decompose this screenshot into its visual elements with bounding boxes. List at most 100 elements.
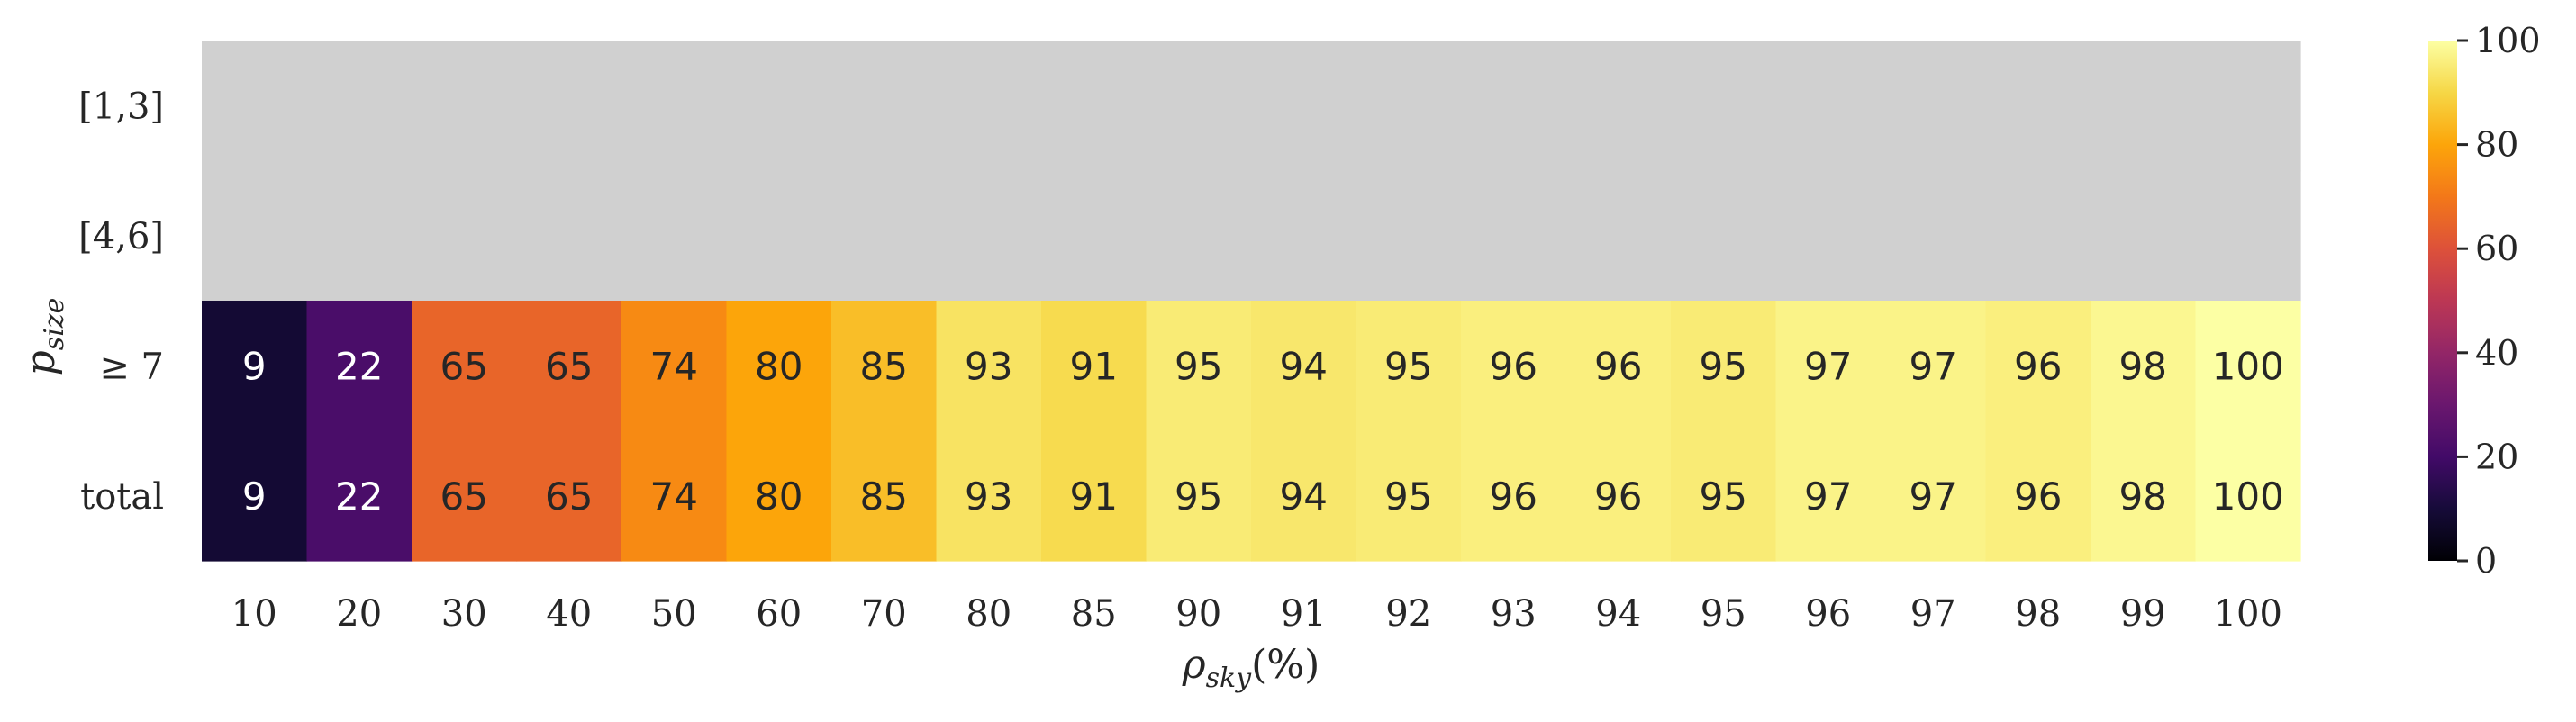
- colorbar-tick-label: 100: [2475, 21, 2541, 60]
- cell-value-label: 74: [650, 344, 698, 388]
- cell-value-label: 80: [755, 474, 803, 519]
- heatmap-cell-missing: [412, 41, 518, 172]
- heatmap-cell: [936, 430, 1042, 562]
- heatmap-cell: [412, 430, 518, 562]
- heatmap-cell-missing: [202, 41, 308, 172]
- y-tick-label: [4,6]: [78, 216, 164, 257]
- cell-value-label: 85: [860, 474, 908, 519]
- heatmap-cell-missing: [1775, 41, 1882, 172]
- heatmap-cell: [1671, 430, 1777, 562]
- heatmap-cell-missing: [1146, 170, 1252, 302]
- heatmap-cell: [1356, 301, 1462, 432]
- heatmap-cell-missing: [1251, 41, 1357, 172]
- heatmap-cell-missing: [1461, 170, 1567, 302]
- heatmap-cell-missing: [1881, 170, 1987, 302]
- heatmap-cell-missing: [831, 170, 938, 302]
- x-axis-label: ρsky(%): [1182, 642, 1320, 694]
- heatmap-cell-missing: [412, 170, 518, 302]
- cell-value-label: 65: [440, 474, 488, 519]
- x-tick-label: 95: [1701, 593, 1746, 635]
- x-tick-label: 30: [441, 593, 487, 635]
- colorbar-tick-label: 20: [2475, 437, 2518, 476]
- y-axis-label: psize: [18, 298, 70, 376]
- heatmap-cell-missing: [516, 170, 622, 302]
- cell-value-label: 95: [1700, 474, 1747, 519]
- x-tick-label: 80: [966, 593, 1011, 635]
- cell-value-label: 93: [965, 474, 1012, 519]
- heatmap-cells: [202, 41, 2301, 562]
- heatmap-cell-missing: [1985, 170, 2091, 302]
- heatmap-cell-missing: [1356, 170, 1462, 302]
- heatmap-cell: [831, 430, 938, 562]
- heatmap-cell-missing: [2091, 170, 2197, 302]
- heatmap-cell: [1565, 430, 1672, 562]
- heatmap-cell-missing: [1565, 41, 1672, 172]
- heatmap-cell-missing: [306, 41, 413, 172]
- heatmap-cell-missing: [202, 170, 308, 302]
- heatmap-cell: [306, 301, 413, 432]
- heatmap-cell: [726, 301, 832, 432]
- cell-value-label: 95: [1384, 344, 1432, 388]
- heatmap-cell: [306, 430, 413, 562]
- heatmap-cell-missing: [2195, 41, 2301, 172]
- heatmap-cell: [1251, 430, 1357, 562]
- heatmap-cell: [202, 430, 308, 562]
- heatmap-cell-missing: [1985, 41, 2091, 172]
- x-tick-label: 93: [1491, 593, 1537, 635]
- heatmap-cell-missing: [2195, 170, 2301, 302]
- cell-value-label: 22: [335, 474, 383, 519]
- x-tick-label: 50: [651, 593, 697, 635]
- heatmap-cell-missing: [306, 170, 413, 302]
- heatmap-cell: [831, 301, 938, 432]
- heatmap-cell: [1146, 301, 1252, 432]
- heatmap-cell: [1775, 430, 1882, 562]
- colorbar-tick-label: 60: [2475, 229, 2518, 268]
- heatmap-cell: [1146, 430, 1252, 562]
- colorbar: 0 20 40 60 80 100: [2428, 21, 2541, 581]
- heatmap-cell: [2195, 430, 2301, 562]
- heatmap-cell-missing: [621, 41, 728, 172]
- heatmap-cell: [1881, 430, 1987, 562]
- y-axis-ticks: [1,3] [4,6] ≥ 7 total: [78, 86, 164, 518]
- heatmap-cell: [936, 301, 1042, 432]
- heatmap-cell: [621, 430, 728, 562]
- heatmap-cell-missing: [621, 170, 728, 302]
- x-tick-label: 60: [756, 593, 802, 635]
- cell-value-label: 94: [1280, 474, 1328, 519]
- x-tick-label: 70: [861, 593, 907, 635]
- cell-value-label: 91: [1070, 474, 1118, 519]
- heatmap-cell: [1461, 301, 1567, 432]
- heatmap-cell: [726, 430, 832, 562]
- cell-labels: 9 22 65 65 74 80 85 93 91 95 94 95 96 96 95 97 97 96 98 100…: [242, 344, 2284, 519]
- heatmap-cell: [1985, 301, 2091, 432]
- cell-value-label: 95: [1700, 344, 1747, 388]
- heatmap-cell-missing: [936, 170, 1042, 302]
- cell-value-label: 93: [965, 344, 1012, 388]
- x-tick-label: 98: [2015, 593, 2061, 635]
- heatmap-cell: [1041, 301, 1147, 432]
- cell-value-label: 96: [1490, 344, 1537, 388]
- heatmap-cell: [1985, 430, 2091, 562]
- y-tick-label: ≥ 7: [99, 346, 164, 387]
- cell-value-label: 100: [2212, 344, 2284, 388]
- heatmap-cell: [1461, 430, 1567, 562]
- x-tick-label: 96: [1805, 593, 1851, 635]
- cell-value-label: 74: [650, 474, 698, 519]
- heatmap-cell: [1775, 301, 1882, 432]
- heatmap-cell-missing: [1565, 170, 1672, 302]
- heatmap-cell-missing: [1775, 170, 1882, 302]
- cell-value-label: 98: [2119, 344, 2167, 388]
- x-tick-label: 94: [1595, 593, 1641, 635]
- heatmap-cell: [1671, 301, 1777, 432]
- heatmap-cell-missing: [1041, 170, 1147, 302]
- cell-value-label: 96: [1594, 344, 1642, 388]
- cell-value-label: 9: [242, 344, 267, 388]
- cell-value-label: 100: [2212, 474, 2284, 519]
- cell-value-label: 65: [440, 344, 488, 388]
- cell-value-label: 95: [1175, 344, 1222, 388]
- heatmap-cell-missing: [1356, 41, 1462, 172]
- cell-value-label: 95: [1175, 474, 1222, 519]
- cell-value-label: 80: [755, 344, 803, 388]
- x-tick-label: 97: [1910, 593, 1956, 635]
